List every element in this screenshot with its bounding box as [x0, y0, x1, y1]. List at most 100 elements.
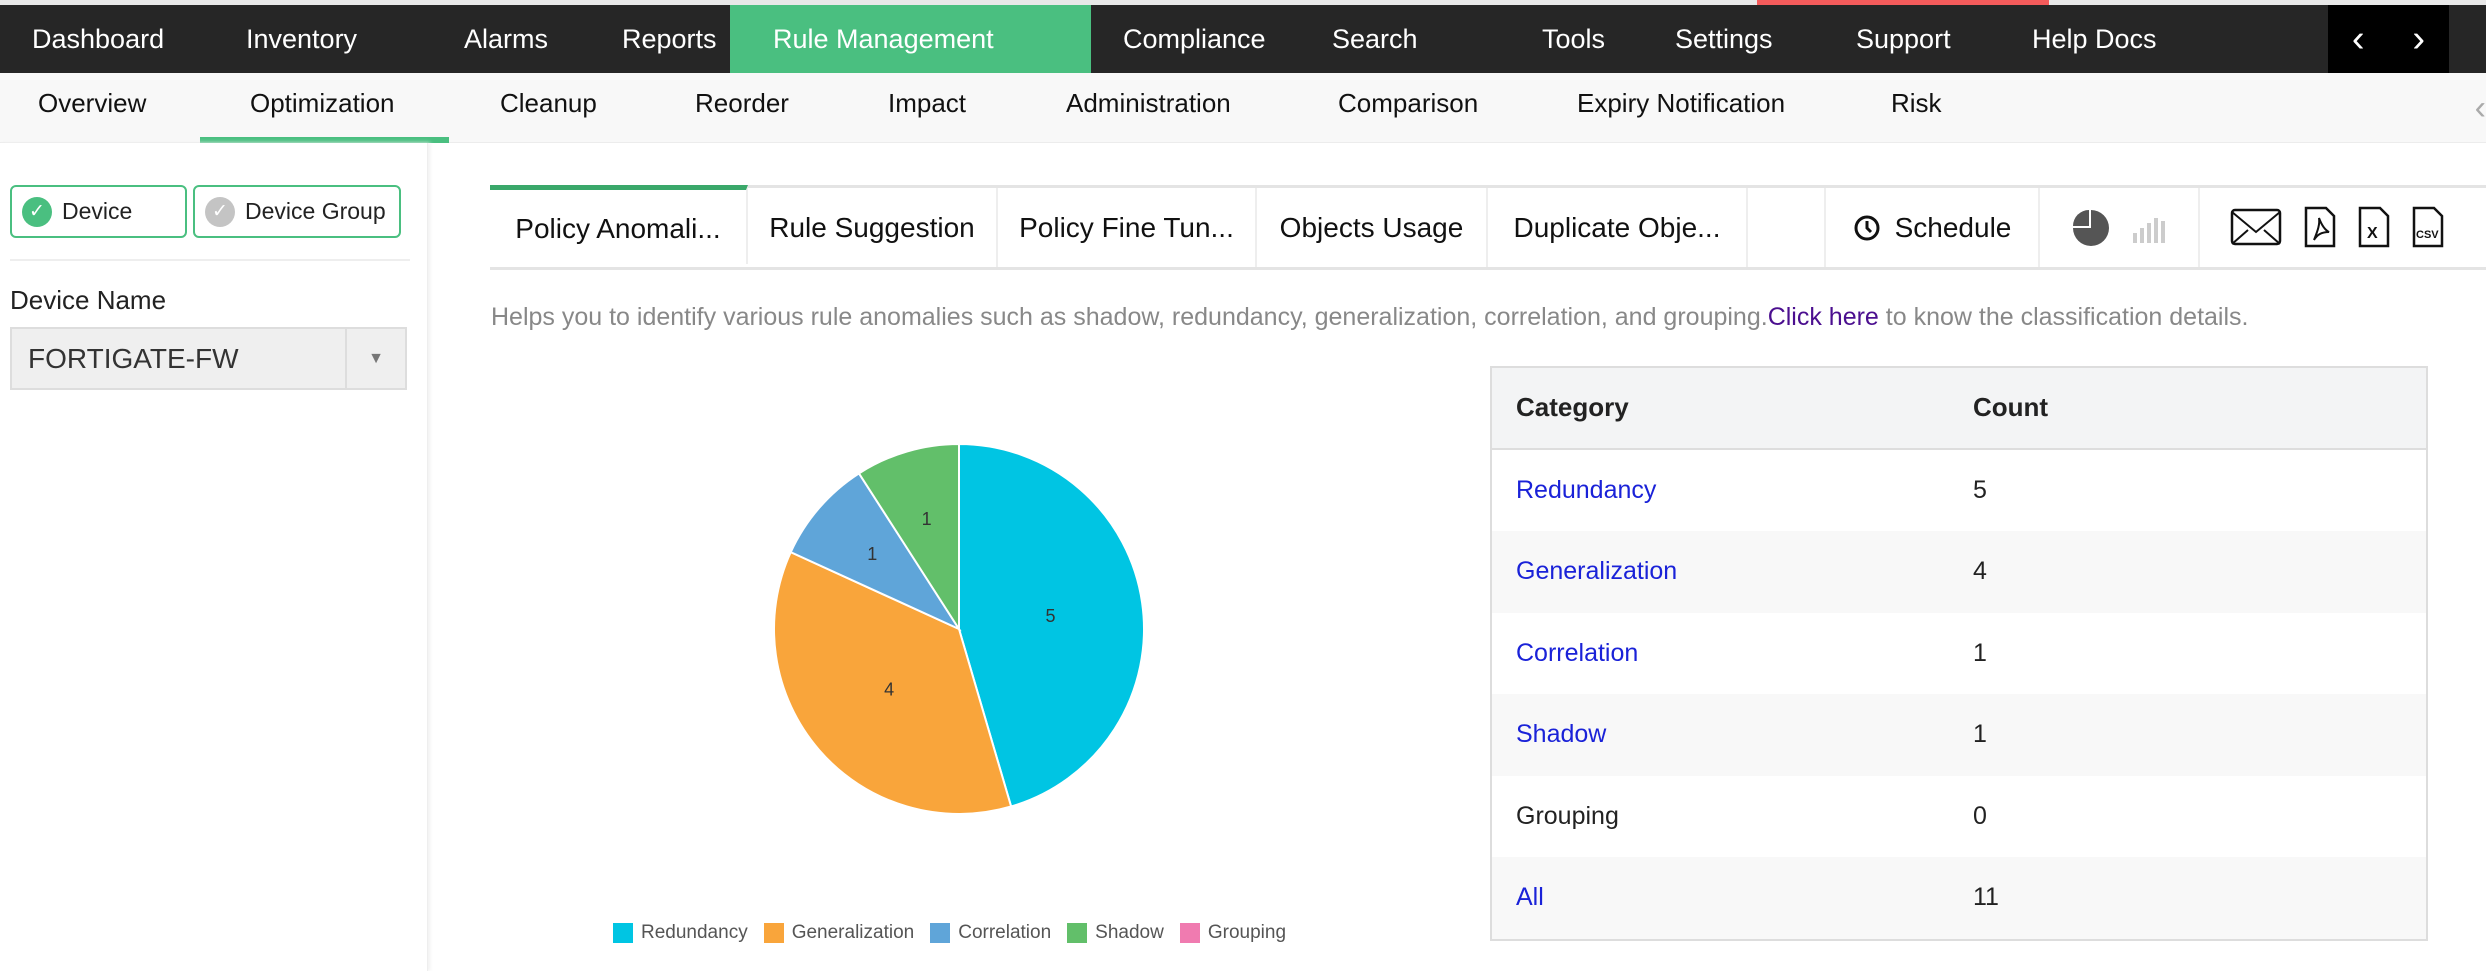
tab-1[interactable]: Rule Suggestion [748, 188, 998, 267]
chevron-left-icon[interactable]: ‹ [2474, 89, 2486, 127]
count-cell: 4 [1973, 557, 1987, 586]
device-toggle[interactable]: ✓ Device [10, 185, 187, 238]
count-cell: 1 [1973, 720, 1987, 749]
tab-spacer [1748, 188, 1826, 267]
category-cell: Grouping [1516, 801, 1619, 830]
pie-slice-shadow[interactable] [857, 442, 960, 633]
nav-dashboard[interactable]: Dashboard [32, 24, 165, 54]
nav-inventory[interactable]: Inventory [246, 24, 358, 54]
pie-chart: 5 4 1 1 [773, 442, 1145, 815]
pie-chart-icon[interactable] [2071, 208, 2111, 248]
report-tabs: Schedule X CSV Policy Anomali... Rule Sug… [490, 185, 2486, 270]
category-cell[interactable]: Shadow [1516, 720, 1607, 749]
nav-compliance[interactable]: Compliance [1123, 24, 1266, 54]
subtab-administration[interactable]: Administration [1066, 88, 1231, 118]
legend-label: Correlation [958, 922, 1052, 943]
nav-support[interactable]: Support [1856, 24, 1951, 54]
subtab-cleanup[interactable]: Cleanup [500, 88, 597, 118]
export-actions: X CSV [2230, 206, 2444, 248]
pie-slice-redundancy[interactable] [958, 442, 1145, 808]
subtab-impact[interactable]: Impact [888, 88, 967, 118]
pie-label: 5 [1046, 606, 1056, 626]
device-select-value: FORTIGATE-FW [28, 343, 239, 374]
subtab-optimization[interactable]: Optimization [250, 88, 395, 118]
table-row: Redundancy 5 [1492, 450, 2426, 532]
category-cell[interactable]: Generalization [1516, 557, 1678, 586]
legend-swatch [1067, 923, 1088, 943]
device-group-toggle[interactable]: ✓ Device Group [193, 185, 401, 238]
legend-label: Generalization [791, 922, 915, 943]
legend-item[interactable]: Correlation [930, 922, 1051, 944]
description-suffix: to know the classification details. [1878, 303, 2249, 331]
subtab-risk[interactable]: Risk [1891, 88, 1942, 118]
check-icon: ✓ [205, 196, 235, 227]
pie-label: 1 [922, 509, 932, 529]
csv-icon[interactable]: CSV [2412, 206, 2444, 248]
table-row: All 11 [1492, 857, 2426, 939]
svg-text:CSV: CSV [2416, 229, 2439, 241]
count-cell: 5 [1973, 475, 1987, 504]
legend-swatch [613, 923, 633, 943]
category-cell[interactable]: Redundancy [1516, 475, 1657, 504]
tab-0[interactable]: Policy Anomali... [490, 185, 748, 264]
nav-reports[interactable]: Reports [622, 24, 717, 54]
legend-item[interactable]: Redundancy [613, 922, 748, 944]
nav-scroll-controls: ‹ › [2328, 5, 2449, 73]
header-count: Count [1973, 392, 2049, 423]
subtab-reorder[interactable]: Reorder [695, 88, 789, 118]
legend-item[interactable]: Generalization [763, 922, 915, 944]
pdf-icon[interactable] [2304, 206, 2336, 248]
classification-link[interactable]: Click here [1767, 303, 1879, 331]
nav-help-docs[interactable]: Help Docs [2032, 24, 2157, 54]
excel-icon[interactable]: X [2358, 206, 2390, 248]
device-name-label: Device Name [10, 285, 167, 315]
device-select[interactable]: FORTIGATE-FW ▼ [10, 327, 407, 390]
category-cell[interactable]: Correlation [1516, 638, 1639, 667]
chart-legend: Redundancy Generalization Correlation Shado… [613, 922, 1292, 944]
dropdown-arrow-icon[interactable]: ▼ [345, 329, 405, 388]
nav-rule-management[interactable]: Rule Management [730, 5, 1091, 73]
pie-label: 4 [884, 680, 894, 700]
subtab-expiry-notification[interactable]: Expiry Notification [1577, 88, 1786, 118]
bar-chart-icon[interactable] [2131, 213, 2167, 243]
table-row: Correlation 1 [1492, 613, 2426, 695]
schedule-label: Schedule [1894, 212, 2012, 243]
nav-tools[interactable]: Tools [1542, 24, 1606, 54]
schedule-button[interactable]: Schedule [1826, 188, 2040, 267]
table-row: Shadow 1 [1492, 694, 2426, 776]
subtab-overview[interactable]: Overview [38, 88, 147, 118]
active-subtab-indicator [200, 137, 449, 143]
table-row: Grouping 0 [1492, 776, 2426, 858]
nav-alarms[interactable]: Alarms [464, 24, 549, 54]
tab-3[interactable]: Objects Usage [1257, 188, 1488, 267]
pie-label: 1 [867, 544, 877, 564]
chevron-right-icon[interactable]: › [2412, 17, 2426, 60]
sub-nav: ‹ Overview Optimization Cleanup Reorder Impa… [0, 73, 2486, 143]
category-cell[interactable]: All [1516, 883, 1544, 912]
pie-slice-correlation[interactable] [789, 471, 962, 632]
svg-text:X: X [2367, 225, 2378, 242]
top-strip [0, 0, 2486, 5]
legend-swatch [763, 923, 784, 943]
legend-swatch [930, 923, 951, 943]
table-header: Category Count [1492, 368, 2426, 450]
description-text: Helps you to identify various rule anoma… [491, 303, 1768, 331]
nav-search[interactable]: Search [1332, 24, 1418, 54]
anomaly-table: Category Count Redundancy 5 Generalization… [1490, 366, 2428, 941]
top-nav: Dashboard Inventory Alarms Reports Rule Mana… [0, 5, 2486, 73]
legend-swatch [1179, 923, 1200, 943]
subtab-comparison[interactable]: Comparison [1338, 88, 1479, 118]
pie-slice-generalization[interactable] [773, 550, 1013, 815]
tab-4[interactable]: Duplicate Obje... [1488, 188, 1748, 267]
legend-item[interactable]: Shadow [1067, 922, 1164, 944]
count-cell: 1 [1973, 638, 1987, 667]
device-group-label: Device Group [245, 198, 386, 224]
device-label: Device [62, 198, 133, 224]
email-icon[interactable] [2230, 208, 2282, 246]
sidebar: ✓ Device ✓ Device Group Device Name FORT… [0, 143, 428, 971]
table-row: Generalization 4 [1492, 531, 2426, 613]
nav-settings[interactable]: Settings [1675, 24, 1773, 54]
legend-item[interactable]: Grouping [1179, 922, 1286, 944]
tab-2[interactable]: Policy Fine Tun... [998, 188, 1257, 267]
chevron-left-icon[interactable]: ‹ [2351, 17, 2365, 60]
